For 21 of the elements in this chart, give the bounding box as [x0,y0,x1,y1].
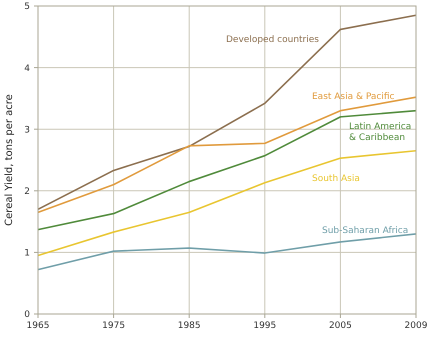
series-label: Developed countries [226,35,320,45]
series-label: Latin America & Caribbean [349,122,412,143]
x-tick-label: 1995 [253,321,276,331]
series-label: Sub-Saharan Africa [322,226,408,236]
y-tick-label: 0 [24,310,30,320]
y-tick-label: 4 [24,64,30,74]
series-label: South Asia [312,174,360,184]
x-tick-label: 2005 [328,321,352,331]
x-tick-label: 1965 [26,321,50,331]
x-tick-label: 1985 [178,321,201,331]
x-tick-label: 1975 [102,321,126,331]
line-series [37,14,417,210]
y-tick-label: 5 [24,2,30,12]
series-label: East Asia & Pacific [312,92,395,102]
y-tick-label: 2 [24,186,30,197]
y-tick-label: 3 [24,125,30,136]
line-series [37,150,417,256]
x-tick-label: 2009 [404,321,428,331]
y-axis-title: Cereal Yield, tons per acre [4,94,15,226]
line-series [37,233,417,270]
y-tick-label: 1 [24,248,30,259]
